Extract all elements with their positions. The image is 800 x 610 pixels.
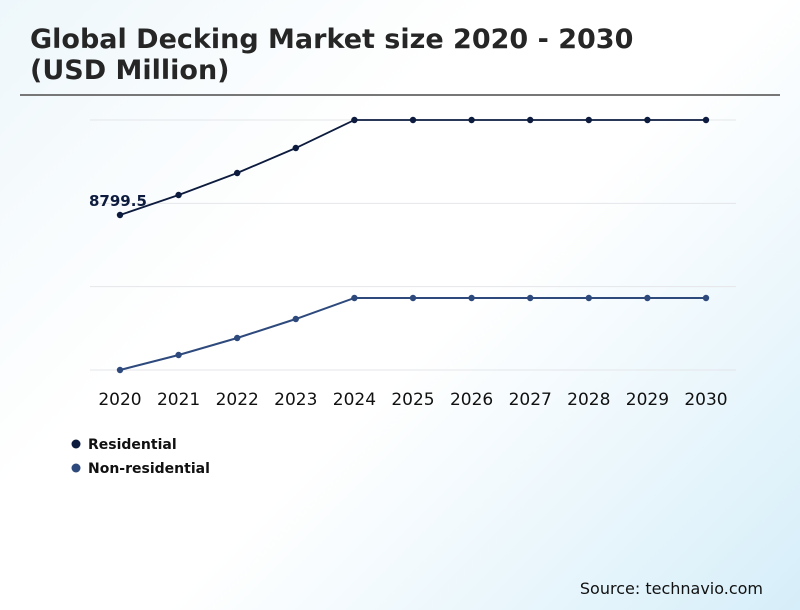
- x-tick-label: 2026: [450, 390, 493, 410]
- title-line-2: (USD Million): [30, 55, 230, 86]
- data-point: [527, 116, 534, 124]
- data-point: [702, 116, 710, 124]
- data-point: [116, 366, 124, 374]
- x-tick-label: 2030: [684, 390, 727, 410]
- x-tick-label: 2021: [157, 390, 200, 410]
- data-point: [585, 116, 592, 124]
- data-point: [527, 294, 534, 302]
- data-point: [175, 191, 182, 199]
- data-point: [468, 294, 475, 302]
- data-point: [409, 294, 417, 302]
- series-line-non-residential: [119, 296, 706, 371]
- data-point: [292, 144, 299, 152]
- x-tick-label: 2024: [333, 390, 376, 410]
- data-point: [351, 116, 358, 124]
- data-point: [585, 294, 592, 302]
- data-point: [351, 294, 358, 302]
- data-point: [409, 116, 417, 124]
- data-point: [175, 351, 182, 359]
- title-line-1: Global Decking Market size 2020 - 2030: [30, 24, 634, 55]
- data-point: [116, 211, 124, 219]
- chart-title: Global Decking Market size 2020 - 2030 (U…: [30, 24, 633, 86]
- x-tick-label: 2025: [391, 390, 434, 410]
- data-point: [292, 315, 299, 323]
- data-point: [234, 169, 241, 177]
- x-tick-label: 2020: [98, 390, 141, 410]
- data-point: [644, 116, 651, 124]
- data-point: [702, 294, 710, 302]
- legend-label: Non-residential: [88, 461, 210, 477]
- x-tick-label: 2029: [626, 390, 669, 410]
- data-point: [644, 294, 651, 302]
- source-label: Source: technavio.com: [579, 579, 763, 598]
- x-tick-label: 2023: [274, 390, 317, 410]
- legend-marker: [71, 439, 81, 449]
- data-point: [468, 116, 475, 124]
- data-point: [234, 334, 241, 342]
- x-tick-label: 2027: [509, 390, 552, 410]
- data-label: 8799.5: [89, 192, 147, 210]
- x-tick-label: 2028: [567, 390, 610, 410]
- legend-label: Residential: [88, 437, 177, 453]
- legend-marker: [71, 463, 81, 473]
- x-tick-label: 2022: [216, 390, 259, 410]
- series-line-residential: [119, 119, 706, 216]
- title-divider: [20, 94, 780, 96]
